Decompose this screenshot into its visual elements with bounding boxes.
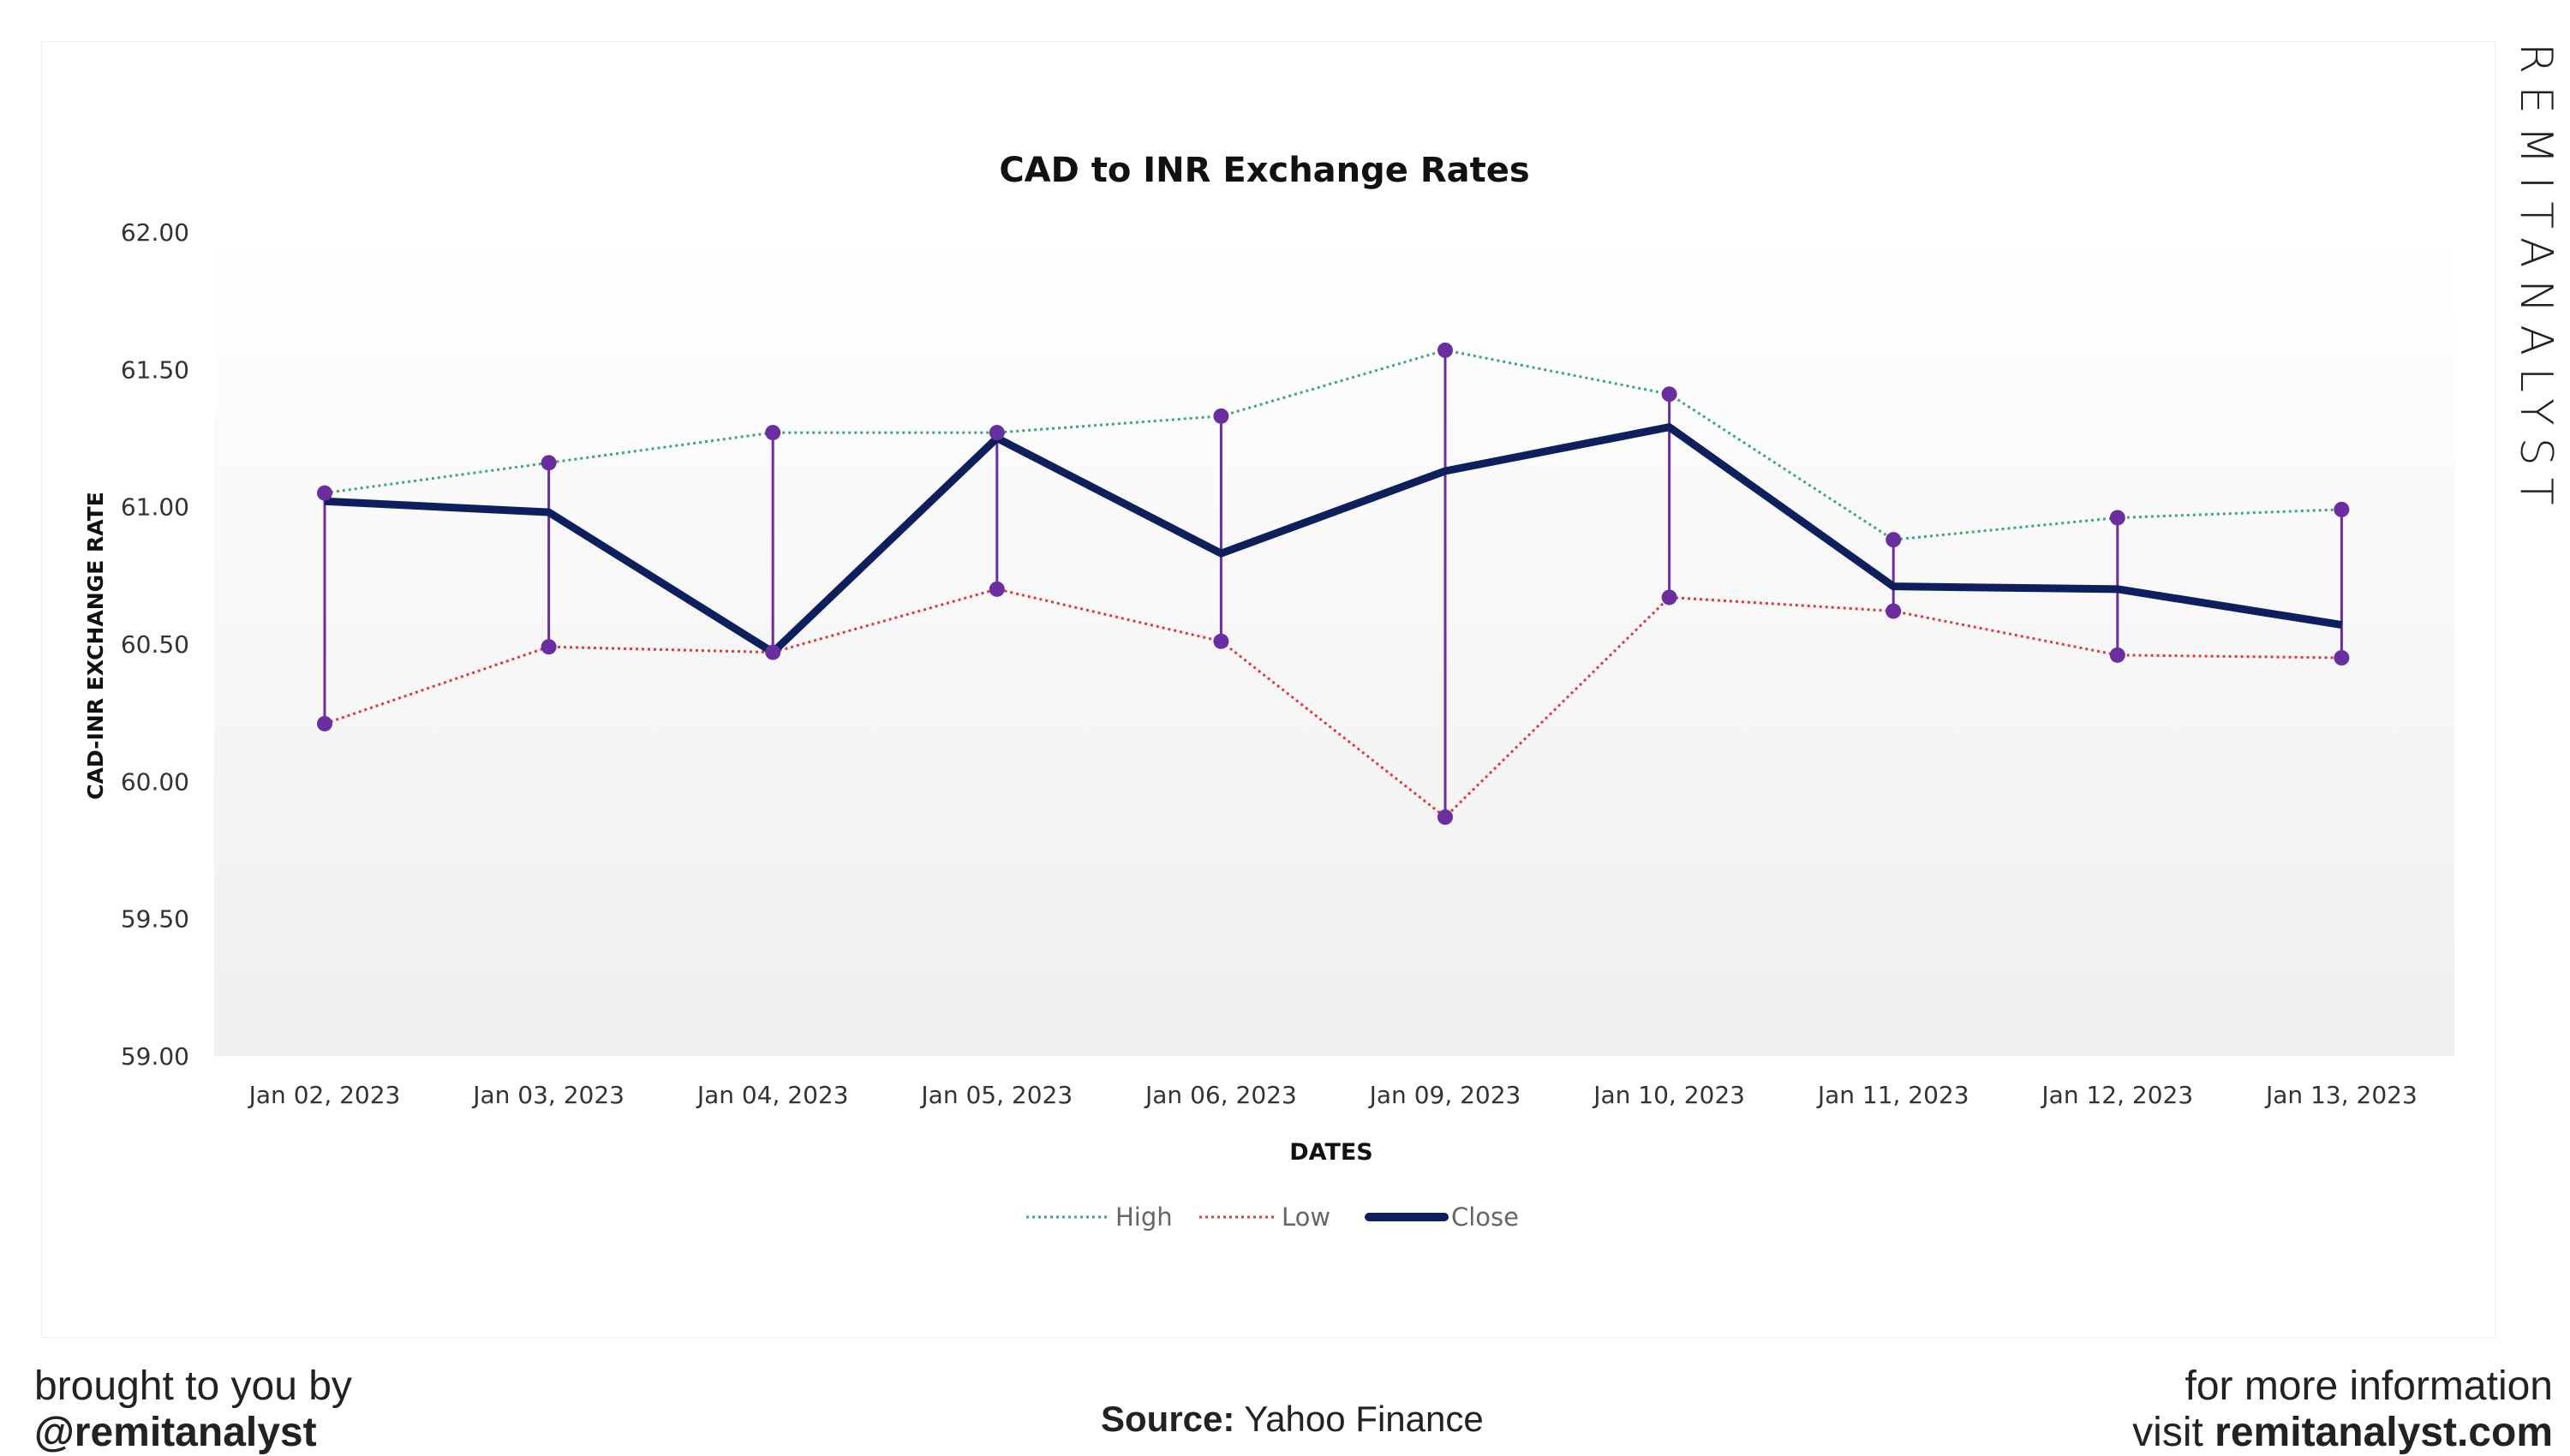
source-note: Source: Yahoo Finance xyxy=(1101,1396,1484,1442)
footer-left: brought to you by @remitanalyst xyxy=(34,1364,352,1456)
point-high xyxy=(1886,532,1902,548)
x-tick-label: Jan 09, 2023 xyxy=(1368,1081,1521,1109)
footer-right: for more information visit remitanalyst.… xyxy=(2132,1364,2553,1456)
y-tick-label: 61.00 xyxy=(121,493,189,522)
x-tick-label: Jan 03, 2023 xyxy=(471,1081,625,1109)
x-axis-label: DATES xyxy=(1289,1139,1373,1166)
point-low xyxy=(1661,589,1677,606)
x-tick-label: Jan 12, 2023 xyxy=(2040,1081,2193,1109)
legend-label-high: High xyxy=(1115,1202,1173,1232)
point-high xyxy=(317,485,332,501)
visit-text: visit xyxy=(2132,1410,2203,1455)
point-low xyxy=(1437,809,1453,826)
brought-text: brought to you by xyxy=(34,1364,352,1409)
chart-title: CAD to INR Exchange Rates xyxy=(999,151,1529,190)
point-high xyxy=(1437,342,1453,358)
point-low xyxy=(1886,603,1902,619)
x-tick-label: Jan 13, 2023 xyxy=(2264,1081,2418,1109)
site-link[interactable]: remitanalyst.com xyxy=(2214,1410,2553,1455)
point-low xyxy=(541,639,557,655)
point-high xyxy=(989,425,1005,441)
point-low xyxy=(2109,647,2125,663)
y-axis-label: CAD-INR EXCHANGE RATE xyxy=(83,492,108,800)
y-tick-label: 59.00 xyxy=(121,1042,189,1071)
point-high xyxy=(765,425,781,441)
series-line-close xyxy=(324,423,2343,657)
point-high xyxy=(2334,501,2350,517)
point-low xyxy=(1213,633,1229,649)
y-tick-label: 62.00 xyxy=(121,218,189,247)
y-tick-label: 59.50 xyxy=(121,905,189,934)
point-low xyxy=(2334,650,2350,666)
point-high xyxy=(1213,408,1229,424)
point-low xyxy=(317,715,332,731)
series-line-low xyxy=(324,588,2342,820)
x-tick-label: Jan 11, 2023 xyxy=(1816,1081,1969,1109)
y-tick-label: 61.50 xyxy=(121,355,189,384)
source-value: Yahoo Finance xyxy=(1244,1399,1484,1439)
x-tick-label: Jan 06, 2023 xyxy=(1144,1081,1297,1109)
more-info-text: for more information xyxy=(2184,1364,2554,1409)
plot-area xyxy=(214,232,2454,1056)
source-label: Source: xyxy=(1101,1399,1235,1439)
point-high xyxy=(541,455,557,471)
chart-frame xyxy=(41,41,2495,1338)
handle-text: @remitanalyst xyxy=(34,1410,317,1455)
point-low xyxy=(765,644,781,660)
x-tick-label: Jan 04, 2023 xyxy=(696,1081,849,1109)
legend: High Low Close xyxy=(1026,1202,1519,1232)
x-tick-label: Jan 05, 2023 xyxy=(919,1081,1073,1109)
point-low xyxy=(989,581,1005,597)
x-tick-label: Jan 10, 2023 xyxy=(1592,1081,1745,1109)
legend-label-low: Low xyxy=(1282,1202,1330,1232)
brand-vertical-text: REMITANALYST xyxy=(2510,43,2561,517)
point-high xyxy=(1661,386,1677,403)
y-tick-label: 60.00 xyxy=(121,767,189,796)
y-tick-label: 60.50 xyxy=(121,630,189,659)
legend-label-close: Close xyxy=(1451,1202,1519,1232)
x-tick-label: Jan 02, 2023 xyxy=(248,1081,401,1109)
point-high xyxy=(2109,510,2125,526)
